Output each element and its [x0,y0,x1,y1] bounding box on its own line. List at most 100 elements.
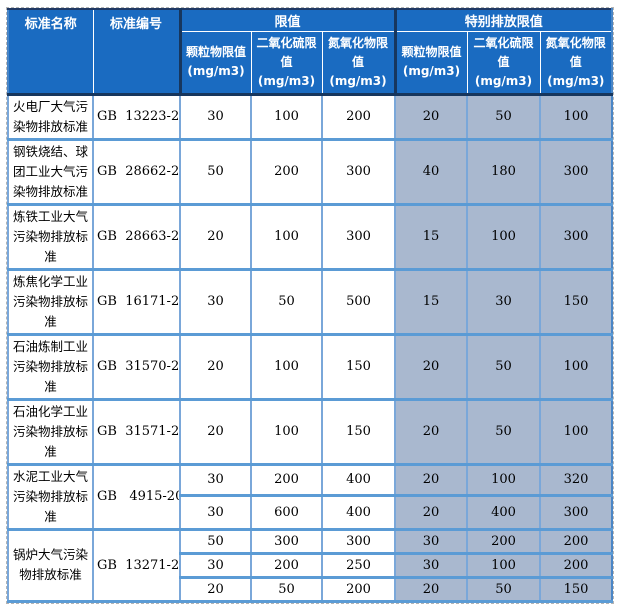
special-pm-cell: 20 [394,397,467,464]
nox-limit-cell: 200 [321,575,395,601]
pm-limit-cell: 30 [179,462,251,496]
pm-limit-cell: 50 [179,527,251,553]
so2-limit-cell: 300 [250,527,322,553]
so2-limit-cell: 100 [250,92,322,139]
subheader-pm-limit: 颗粒物限值 (mg/m3) [178,30,252,95]
special-so2-cell: 50 [466,92,540,139]
standard-name-cell: 石油炼制工业污染物排放标准 [7,332,93,399]
special-so2-cell: 200 [466,527,540,553]
so2-limit-cell: 50 [250,267,322,334]
special-pm-cell: 15 [394,202,467,269]
pm-limit-cell: 30 [179,551,251,577]
subheader-special-so2-limit: 二氧化硫限值 (mg/m3) [466,30,541,95]
standard-code-cell: GB 13271-2014 [92,527,180,601]
so2-limit-cell: 200 [250,462,322,496]
so2-limit-cell: 200 [250,551,322,577]
special-pm-cell: 40 [394,137,467,204]
pm-limit-cell: 20 [179,202,251,269]
special-pm-cell: 20 [394,494,467,529]
col-header-standard-code: 标准编号 [92,8,181,95]
standard-code-cell: GB 31570-2015 [92,332,180,399]
standard-name-cell: 水泥工业大气污染物排放标准 [7,462,93,529]
special-so2-cell: 50 [466,397,540,464]
standard-name-cell: 锅炉大气污染物排放标准 [7,527,93,601]
nox-limit-cell: 300 [321,137,395,204]
pm-limit-cell: 50 [179,137,251,204]
nox-limit-cell: 150 [321,332,395,399]
table-row: 炼铁工业大气污染物排放标准 GB 28663-2012 20 100 300 1… [7,202,613,269]
special-nox-cell: 150 [538,575,613,601]
special-pm-cell: 20 [394,92,467,139]
special-pm-cell: 20 [394,462,467,496]
special-nox-cell: 200 [538,527,613,553]
special-so2-cell: 50 [466,332,540,399]
dashed-selection-border: 标准名称 标准编号 限值 特别排放限值 颗粒物限值 (mg/m3) 二氧化硫限值… [6,7,615,604]
special-nox-cell: 200 [538,551,613,577]
standard-name-cell: 钢铁烧结、球团工业大气污染物排放标准 [7,137,93,204]
subheader-special-pm-limit: 颗粒物限值 (mg/m3) [393,30,468,95]
so2-limit-cell: 600 [250,494,322,529]
table-row: 钢铁烧结、球团工业大气污染物排放标准 GB 28662-2012 50 200 … [7,137,613,204]
special-nox-cell: 100 [538,397,613,464]
so2-limit-cell: 100 [250,202,322,269]
pm-limit-cell: 30 [179,92,251,139]
so2-limit-cell: 50 [250,575,322,601]
subheader-special-nox-limit: 氮氧化物限值 (mg/m3) [539,30,613,95]
special-so2-cell: 50 [466,575,540,601]
special-so2-cell: 100 [466,551,540,577]
special-so2-cell: 180 [466,137,540,204]
table-row: 石油炼制工业污染物排放标准 GB 31570-2015 20 100 150 2… [7,332,613,399]
standard-code-cell: GB 31571-2015 [92,397,180,464]
special-so2-cell: 100 [466,462,540,496]
group-header-special-limits: 特别排放限值 [393,8,613,32]
nox-limit-cell: 300 [321,202,395,269]
standard-name-cell: 石油化学工业污染物排放标准 [7,397,93,464]
standard-code-cell: GB 4915-2013 [92,462,180,529]
standard-code-cell: GB 28663-2012 [92,202,180,269]
special-pm-cell: 20 [394,332,467,399]
nox-limit-cell: 300 [321,527,395,553]
table-row: 火电厂大气污染物排放标准 GB 13223-2011 30 100 200 20… [7,92,613,139]
special-nox-cell: 100 [538,332,613,399]
col-header-standard-name: 标准名称 [7,8,94,95]
pm-limit-cell: 20 [179,397,251,464]
so2-limit-cell: 200 [250,137,322,204]
table-row: 石油化学工业污染物排放标准 GB 31571-2015 20 100 150 2… [7,397,613,464]
emission-standards-sheet: 标准名称 标准编号 限值 特别排放限值 颗粒物限值 (mg/m3) 二氧化硫限值… [6,7,615,604]
nox-limit-cell: 500 [321,267,395,334]
nox-limit-cell: 400 [321,462,395,496]
standard-name-cell: 炼铁工业大气污染物排放标准 [7,202,93,269]
special-pm-cell: 30 [394,527,467,553]
standard-code-cell: GB 16171-2012 [92,267,180,334]
special-nox-cell: 150 [538,267,613,334]
special-so2-cell: 100 [466,202,540,269]
table-row: 锅炉大气污染物排放标准 GB 13271-2014 50 300 300 30 … [7,527,613,601]
standard-name-cell: 炼焦化学工业污染物排放标准 [7,267,93,334]
subheader-so2-limit: 二氧化硫限值 (mg/m3) [250,30,323,95]
group-header-limits: 限值 [178,8,396,32]
pm-limit-cell: 20 [179,575,251,601]
special-nox-cell: 300 [538,494,613,529]
special-nox-cell: 320 [538,462,613,496]
so2-limit-cell: 100 [250,397,322,464]
standard-code-cell: GB 28662-2012 [92,137,180,204]
special-nox-cell: 100 [538,92,613,139]
subheader-nox-limit: 氮氧化物限值 (mg/m3) [321,30,396,95]
special-pm-cell: 20 [394,575,467,601]
special-so2-cell: 400 [466,494,540,529]
nox-limit-cell: 250 [321,551,395,577]
standard-name-cell: 火电厂大气污染物排放标准 [7,92,93,139]
special-pm-cell: 15 [394,267,467,334]
special-nox-cell: 300 [538,202,613,269]
special-pm-cell: 30 [394,551,467,577]
nox-limit-cell: 400 [321,494,395,529]
so2-limit-cell: 100 [250,332,322,399]
pm-limit-cell: 20 [179,332,251,399]
pm-limit-cell: 30 [179,494,251,529]
nox-limit-cell: 150 [321,397,395,464]
pm-limit-cell: 30 [179,267,251,334]
nox-limit-cell: 200 [321,92,395,139]
special-nox-cell: 300 [538,137,613,204]
emission-standards-table: 标准名称 标准编号 限值 特别排放限值 颗粒物限值 (mg/m3) 二氧化硫限值… [7,8,614,603]
standard-code-cell: GB 13223-2011 [92,92,180,139]
